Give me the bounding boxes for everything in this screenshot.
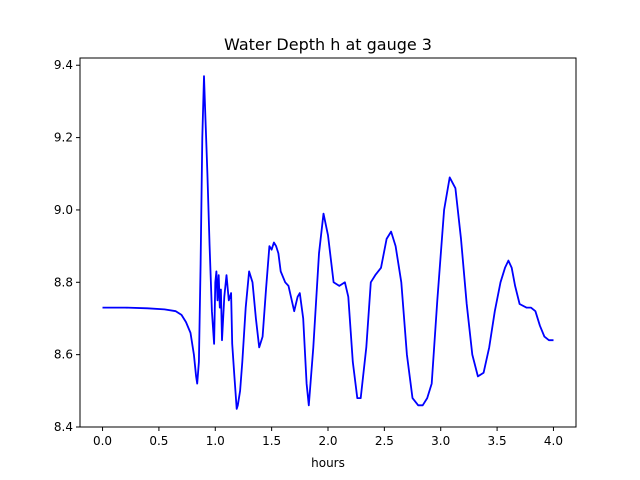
y-tick-label: 8.6 (54, 348, 73, 362)
x-axis-label: hours (311, 456, 345, 470)
x-tick-label: 3.5 (488, 434, 507, 448)
y-tick-label: 8.4 (54, 420, 73, 434)
y-tick-label: 9.2 (54, 131, 73, 145)
series-line (102, 75, 554, 410)
y-tick-label: 9.4 (54, 58, 73, 72)
x-tick-label: 1.0 (206, 434, 225, 448)
y-axis-ticks: 8.4 8.6 8.8 9.0 9.2 9.4 (54, 58, 80, 434)
x-tick-label: 3.0 (431, 434, 450, 448)
chart-title: Water Depth h at gauge 3 (224, 35, 432, 54)
plot-frame (79, 57, 577, 428)
x-tick-label: 2.0 (318, 434, 337, 448)
x-tick-label: 0.5 (149, 434, 168, 448)
x-tick-label: 1.5 (262, 434, 281, 448)
series-layer (102, 75, 554, 410)
y-tick-label: 9.0 (54, 203, 73, 217)
x-tick-label: 4.0 (544, 434, 563, 448)
x-tick-label: 0.0 (93, 434, 112, 448)
x-axis-ticks: 0.0 0.5 1.0 1.5 2.0 2.5 3.0 3.5 4.0 (93, 427, 563, 448)
x-tick-label: 2.5 (375, 434, 394, 448)
y-tick-label: 8.8 (54, 275, 73, 289)
